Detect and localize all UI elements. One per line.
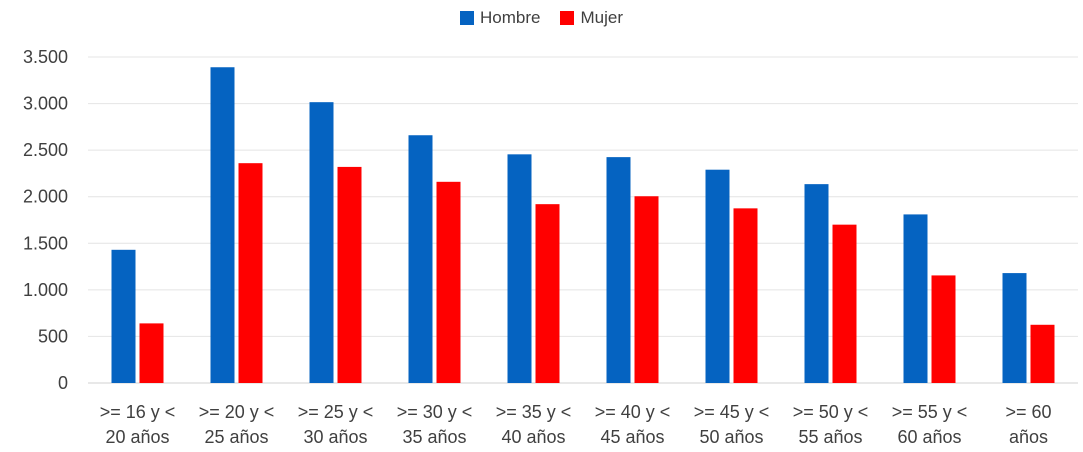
- bar-mujer: [337, 166, 362, 383]
- bar-mujer: [139, 323, 164, 383]
- y-tick-label: 2.000: [23, 187, 68, 207]
- legend-swatch-hombre: [460, 11, 474, 25]
- legend-item-hombre: Hombre: [460, 8, 540, 28]
- bar-mujer: [634, 196, 659, 383]
- y-axis-ticks: 0 500 1.000 1.500 2.000 2.500 3.000 3.500: [23, 47, 68, 393]
- x-tick-label: >= 20 y <25 años: [199, 402, 275, 447]
- chart-legend: Hombre Mujer: [0, 8, 1083, 28]
- y-tick-label: 1.500: [23, 233, 68, 253]
- y-tick-label: 3.000: [23, 94, 68, 114]
- x-tick-label: >= 30 y <35 años: [397, 402, 473, 447]
- legend-swatch-mujer: [560, 11, 575, 25]
- y-tick-label: 500: [38, 326, 68, 346]
- x-tick-label: >= 50 y <55 años: [793, 402, 869, 447]
- bar-mujer: [1030, 324, 1055, 383]
- x-tick-label: >= 45 y <50 años: [694, 402, 770, 447]
- gridlines: [88, 56, 1078, 384]
- x-tick-label: >= 55 y <60 años: [892, 402, 968, 447]
- legend-label-mujer: Mujer: [580, 8, 623, 27]
- x-tick-label: >= 60 años: [1005, 402, 1051, 447]
- bar-hombre: [507, 154, 532, 383]
- y-tick-label: 1.000: [23, 280, 68, 300]
- bar-mujer: [535, 204, 560, 383]
- legend-item-mujer: Mujer: [560, 8, 623, 28]
- bar-hombre: [804, 184, 829, 383]
- bar-mujer: [733, 208, 758, 383]
- bars: [111, 67, 1055, 383]
- bar-hombre: [408, 135, 433, 383]
- bar-mujer: [832, 224, 857, 383]
- x-tick-label: >= 16 y <20 años: [100, 402, 176, 447]
- bar-mujer: [931, 275, 956, 383]
- bar-hombre: [309, 102, 334, 383]
- bar-hombre: [1002, 273, 1027, 383]
- y-tick-label: 0: [58, 373, 68, 393]
- x-tick-label: >= 35 y <40 años: [496, 402, 572, 447]
- x-tick-label: >= 40 y <45 años: [595, 402, 671, 447]
- bar-hombre: [111, 249, 136, 383]
- y-tick-label: 3.500: [23, 47, 68, 67]
- bar-hombre: [606, 157, 631, 383]
- bar-hombre: [903, 214, 928, 383]
- bar-mujer: [238, 163, 263, 383]
- x-axis-ticks: >= 16 y <20 años >= 20 y <25 años >= 25 y …: [100, 402, 1052, 447]
- bar-mujer: [436, 181, 461, 383]
- bar-hombre: [705, 169, 730, 383]
- x-tick-label: >= 25 y <30 años: [298, 402, 374, 447]
- legend-label-hombre: Hombre: [480, 8, 541, 27]
- y-tick-label: 2.500: [23, 140, 68, 160]
- bar-hombre: [210, 67, 235, 383]
